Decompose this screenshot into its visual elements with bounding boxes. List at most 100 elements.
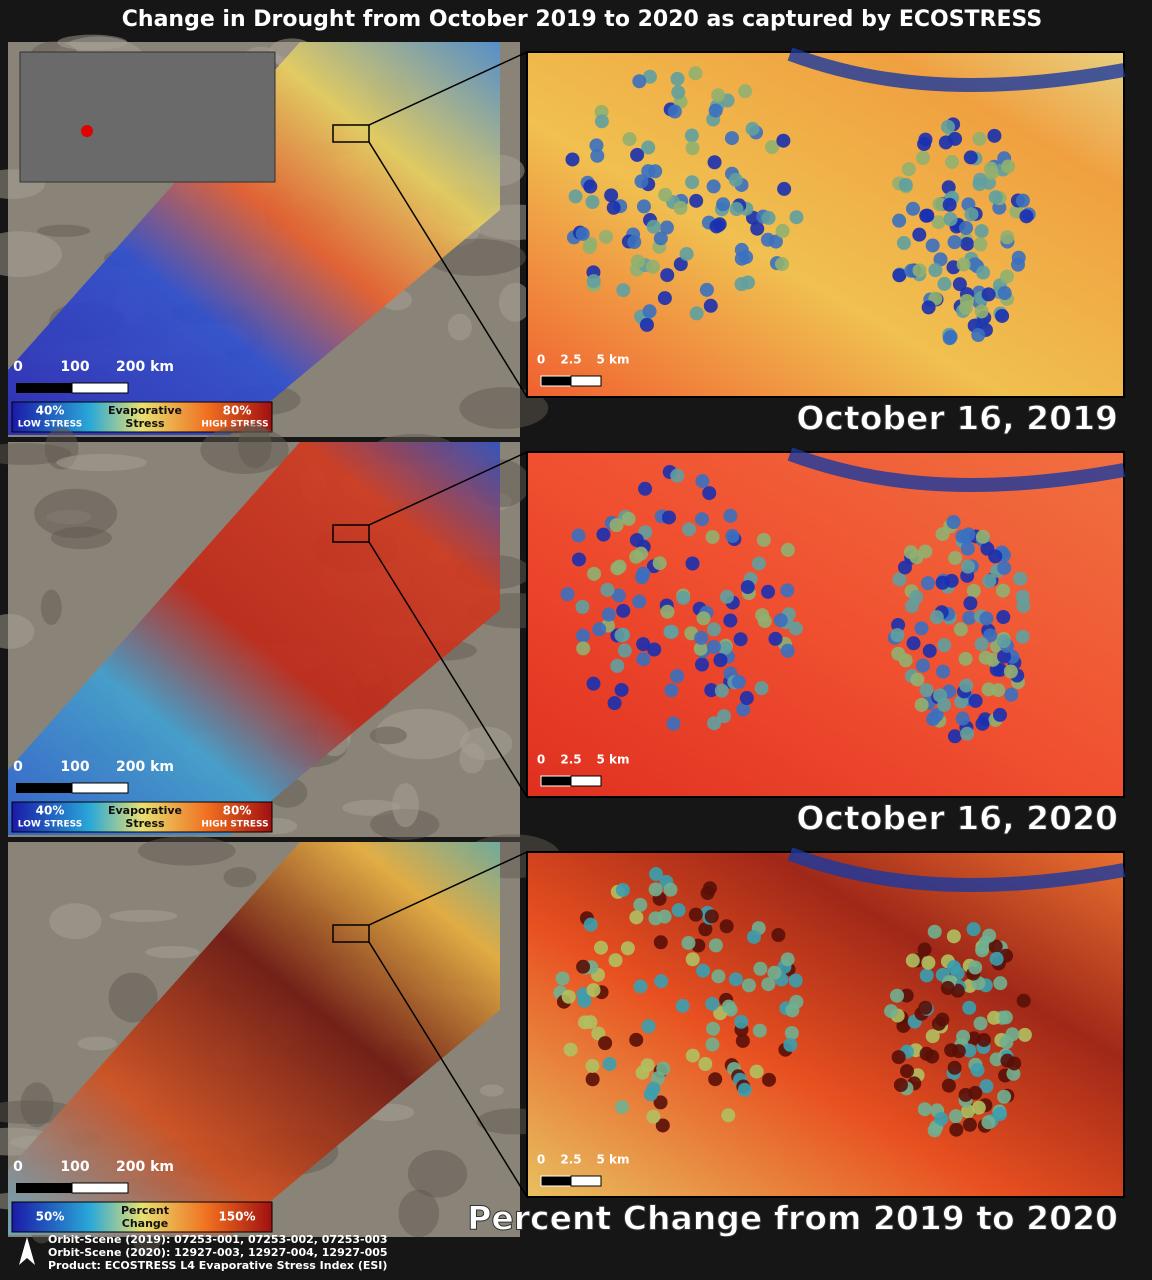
connector [368, 941, 528, 1198]
map-scale-label: 100 [60, 359, 89, 375]
field-pivot [656, 1061, 671, 1076]
field-pivot [719, 919, 734, 934]
field-pivot [706, 622, 721, 637]
field-pivot [675, 998, 690, 1013]
field-pivot [780, 643, 795, 658]
field-pivot [976, 265, 991, 280]
field-pivot [684, 128, 699, 143]
legend-center: Evaporative [108, 804, 182, 817]
scale-bar [71, 1182, 129, 1194]
field-pivot [599, 229, 614, 244]
field-pivot [919, 1046, 934, 1061]
field-pivot [673, 257, 688, 272]
field-pivot [949, 1122, 964, 1137]
inset-scale-label: 5 km [596, 1153, 629, 1167]
field-pivot [636, 652, 651, 667]
field-pivot [974, 637, 989, 652]
field-pivot [647, 642, 662, 657]
field-pivot [946, 929, 961, 944]
field-pivot [734, 277, 749, 292]
field-pivot [976, 1032, 991, 1047]
field-pivot [736, 702, 751, 717]
field-pivot [583, 179, 598, 194]
data-swath [8, 842, 500, 1235]
field-pivot [617, 643, 632, 658]
field-pivot [937, 638, 952, 653]
field-pivot [933, 252, 948, 267]
field-pivot [912, 263, 927, 278]
field-pivot [664, 683, 679, 698]
field-pivot [942, 331, 957, 346]
field-pivot [693, 641, 708, 656]
legend-low-label: LOW STRESS [18, 420, 82, 430]
field-pivot [723, 613, 738, 628]
field-pivot [971, 328, 986, 343]
field-pivot [920, 576, 935, 591]
field-pivot [699, 282, 714, 297]
legend-bar [11, 1201, 273, 1233]
field-pivot [914, 621, 929, 636]
inset-scale-label: 2.5 [560, 1153, 581, 1167]
field-pivot [598, 1036, 613, 1051]
field-pivot [776, 133, 791, 148]
field-pivot [789, 994, 804, 1009]
connector [368, 51, 528, 126]
field-pivot [979, 611, 994, 626]
title: Change in Drought from October 2019 to 2… [122, 7, 1042, 32]
field-pivot [653, 1095, 668, 1110]
terrain-texture [108, 972, 158, 1023]
legend-center: Change [122, 1217, 169, 1230]
field-pivot [942, 197, 957, 212]
field-pivot [915, 150, 930, 165]
field-pivot [752, 1023, 767, 1038]
map-scale-label: 100 [60, 1159, 89, 1175]
field-pivot [925, 238, 940, 253]
field-pivot [915, 658, 930, 673]
field-pivot [996, 634, 1011, 649]
field-pivot [654, 974, 669, 989]
field-pivot [586, 676, 601, 691]
terrain-texture [369, 726, 407, 745]
field-pivot [575, 628, 590, 643]
panel-caption: October 16, 2020 [796, 799, 1118, 838]
legend-center: Percent [121, 1204, 169, 1217]
field-pivot [705, 996, 720, 1011]
field-pivot [728, 172, 743, 187]
field-pivot [666, 716, 681, 731]
inset-scale-label: 0 [537, 753, 545, 767]
field-pivot [681, 935, 696, 950]
terrain-texture [398, 1189, 440, 1238]
field-pivot [663, 882, 678, 897]
field-pivot [780, 583, 795, 598]
field-pivot [565, 152, 580, 167]
field-pivot [659, 220, 674, 235]
field-pivot [970, 1063, 985, 1078]
field-pivot [660, 268, 675, 283]
field-pivot [891, 1050, 906, 1065]
field-pivot [789, 210, 804, 225]
field-pivot [981, 287, 996, 302]
field-pivot [992, 707, 1007, 722]
field-pivot [592, 622, 607, 637]
field-pivot [705, 529, 720, 544]
field-pivot [694, 657, 709, 672]
field-pivot [963, 150, 978, 165]
field-pivot [709, 219, 724, 234]
footer-line: Orbit-Scene (2020): 12927-003, 12927-004… [48, 1246, 388, 1259]
scale-bar [16, 383, 72, 393]
field-pivot [999, 269, 1014, 284]
field-pivot [960, 726, 975, 741]
field-pivot [670, 669, 685, 684]
field-pivot [988, 939, 1003, 954]
terrain-texture [479, 1084, 504, 1097]
field-pivot [689, 306, 704, 321]
field-pivot [972, 131, 987, 146]
river [787, 847, 1126, 892]
inset-map [526, 451, 1125, 798]
field-pivot [955, 711, 970, 726]
terrain-texture [20, 1082, 54, 1128]
field-pivot [658, 187, 673, 202]
field-pivot [765, 140, 780, 155]
field-pivot [586, 983, 601, 998]
field-pivot [733, 632, 748, 647]
